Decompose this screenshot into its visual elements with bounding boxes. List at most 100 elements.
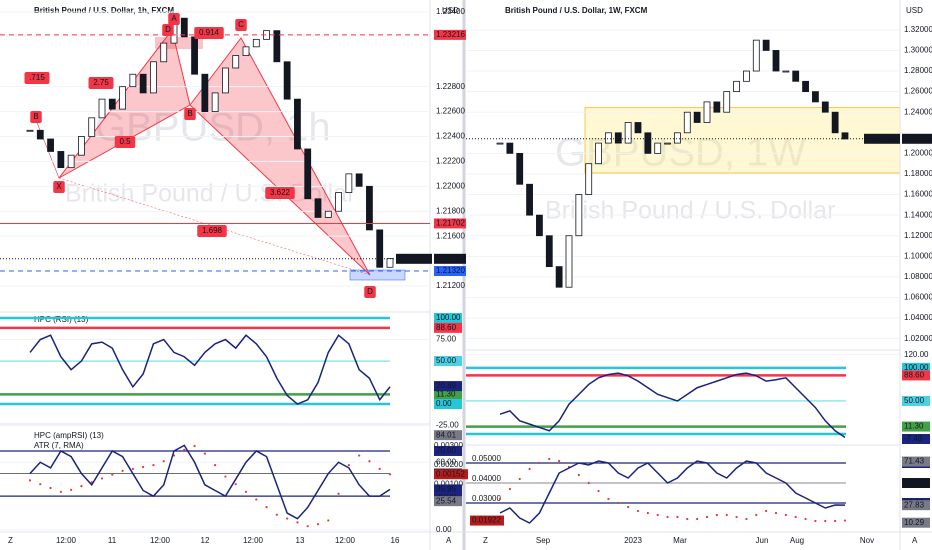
pattern-tag (235, 19, 247, 31)
atr-dot (203, 452, 206, 455)
x-tick-label: Sep (536, 536, 551, 545)
atr-dot (765, 509, 768, 513)
level-tag (434, 389, 462, 400)
level-tag (434, 445, 462, 456)
zoom-icon[interactable]: Z (8, 536, 13, 545)
level-tag (434, 399, 462, 410)
pattern-label: X (56, 182, 62, 191)
level-tag (434, 491, 462, 502)
candle (624, 122, 632, 144)
candle (294, 98, 301, 150)
price-tag-label: 84.01 (436, 430, 457, 439)
atr-dot (193, 444, 196, 448)
price-tag-label: 10.29 (904, 518, 925, 527)
range-zone (584, 107, 901, 174)
atr-dot (528, 467, 531, 471)
candle (242, 46, 250, 56)
level-label: 0.00 (436, 399, 452, 408)
atr-dot (824, 519, 827, 523)
candle (644, 132, 652, 154)
atr-dot (627, 505, 630, 509)
y-tick-label: -25.00 (436, 421, 459, 430)
atr-dot (666, 515, 669, 519)
atr-dot (244, 490, 248, 493)
y-tick-label: 120.00 (904, 350, 929, 359)
candle (565, 235, 573, 288)
candle (812, 91, 819, 103)
auto-scale[interactable]: A (912, 536, 918, 545)
zoom-icon[interactable]: Z (483, 536, 488, 545)
candle (119, 86, 126, 110)
atr-dot (735, 515, 738, 519)
candle (585, 163, 593, 195)
price-tag (434, 496, 462, 507)
price-tag-label: 0.00152 (436, 469, 465, 478)
atr-dot (142, 465, 145, 469)
atr-dot (49, 486, 52, 490)
y-tick-label: 0.00200 (434, 460, 463, 469)
pattern-tag (30, 111, 42, 123)
amp-rsi-line (499, 460, 846, 524)
pattern-tag (114, 136, 136, 148)
atr-dot (80, 484, 83, 488)
currency: USD (442, 6, 459, 15)
pattern-tag (88, 77, 114, 89)
atr-dot (498, 497, 502, 501)
candle (526, 183, 533, 216)
y-tick-label: 1.14000 (904, 210, 932, 219)
symbol-label: GBPUSD (398, 256, 428, 263)
candle (782, 70, 790, 73)
candle (536, 214, 543, 237)
atr-dot (388, 473, 392, 476)
chart-title: British Pound / U.S. Dollar, 1W, FXCM (505, 6, 648, 15)
candle (831, 111, 839, 134)
atr-dot (337, 492, 340, 495)
watermark-sub: British Pound / U.S. Dollar (545, 197, 835, 225)
level-tag (902, 395, 930, 406)
atr-dot (646, 511, 649, 515)
price-tag-label: 25.54 (436, 496, 457, 505)
price-tag (902, 517, 930, 528)
y-tick-label: 0.00100 (434, 479, 463, 488)
y-tick-label: 0.00 (436, 525, 452, 534)
candle (614, 132, 622, 144)
candle (683, 111, 691, 134)
x-tick-label: Jun (756, 536, 769, 545)
indicator-title: ATR (7, RMA) (34, 441, 84, 450)
atr-dot (358, 454, 361, 457)
atr-dot (834, 519, 837, 523)
atr-dot (656, 513, 659, 517)
atr-dot (378, 467, 381, 471)
pattern-label: .715 (29, 73, 45, 82)
level-label: 50.00 (904, 396, 925, 405)
candle (139, 73, 147, 94)
candle (335, 192, 342, 212)
atr-dot (755, 513, 758, 517)
price-tag-label: 0.01922 (472, 516, 501, 525)
candle (201, 73, 209, 112)
level-label: 11.30 (436, 389, 456, 398)
candle (211, 92, 219, 112)
y-tick-label: 1.08000 (904, 272, 932, 281)
level-label: 88.60 (436, 323, 457, 332)
symbol-label: GBPUSD (866, 136, 896, 143)
level-label: 11.30 (904, 422, 924, 431)
y-tick-label: 1.22600 (436, 107, 465, 116)
x-tick-label: Aug (790, 536, 804, 545)
price-tag-label: 1.21320 (436, 266, 465, 275)
price-tag-label: 27.83 (904, 500, 925, 509)
candle (713, 101, 721, 113)
candle (693, 111, 701, 123)
atr-dot (548, 457, 551, 461)
atr-dot (28, 479, 32, 482)
atr-dot (111, 473, 114, 476)
atr-dot (558, 459, 561, 463)
pattern-label: 3.622 (270, 188, 291, 197)
y-tick-label: 75.00 (436, 335, 457, 344)
x-tick-label: 12 (201, 536, 210, 545)
candle (283, 61, 291, 100)
candle (595, 142, 602, 165)
candle (252, 38, 260, 48)
auto-scale[interactable]: A (446, 536, 452, 545)
price-tag-label: 1.21418 (904, 134, 932, 143)
